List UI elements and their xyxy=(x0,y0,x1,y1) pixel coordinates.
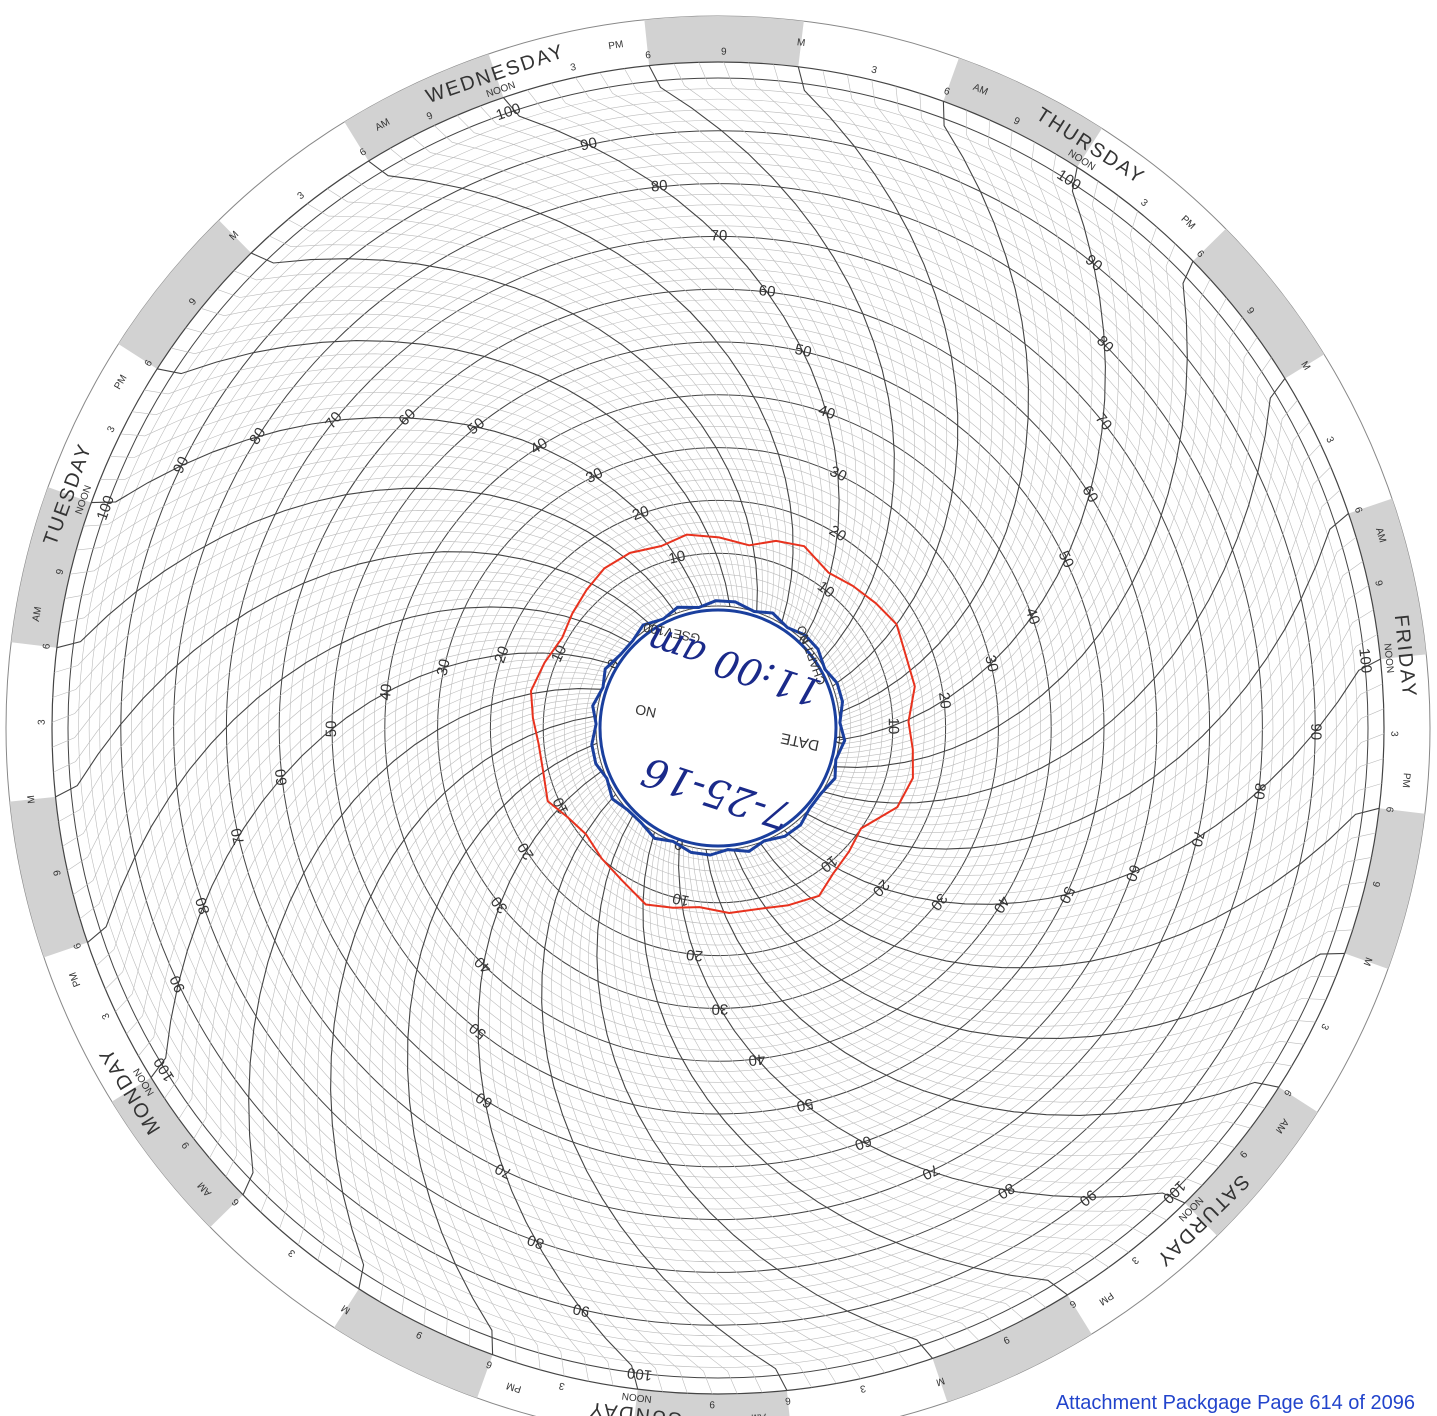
midnight-label: M xyxy=(796,37,806,49)
scale-label: 80 xyxy=(1250,782,1269,801)
am-label: AM xyxy=(751,1411,767,1416)
scale-label: 70 xyxy=(711,227,728,244)
page-footer: Attachment Packgage Page 614 of 2096 xyxy=(1056,1390,1415,1416)
center-hub: GSEV100 CHART NONODATE11:00 am7-25-16 xyxy=(600,610,836,846)
ring-band xyxy=(644,16,803,67)
hour-tick-label: 9 xyxy=(721,47,727,58)
scale-label: 40 xyxy=(377,683,396,701)
hour-tick-label: 9 xyxy=(709,1398,715,1409)
scale-label: 20 xyxy=(685,946,703,965)
scale-label: 100 xyxy=(626,1364,653,1384)
scale-label: 10 xyxy=(885,718,902,735)
scale-label: 60 xyxy=(272,768,291,786)
scale-label: 30 xyxy=(711,1000,728,1017)
hour-tick-label: 3 xyxy=(1388,731,1399,737)
pm-label: PM xyxy=(1400,772,1412,788)
scale-label: 60 xyxy=(758,282,776,301)
scale-label: 40 xyxy=(748,1050,767,1069)
hour-tick-label: 3 xyxy=(37,719,48,725)
scale-label: 50 xyxy=(323,721,340,738)
midnight-label: M xyxy=(26,795,38,804)
pm-label: PM xyxy=(608,39,624,52)
scale-label: 80 xyxy=(650,177,668,196)
scale-label: 20 xyxy=(935,691,954,710)
scale-label: 90 xyxy=(1307,723,1324,740)
scale-label: 100 xyxy=(1355,647,1374,674)
scale-label: 10 xyxy=(671,889,691,909)
